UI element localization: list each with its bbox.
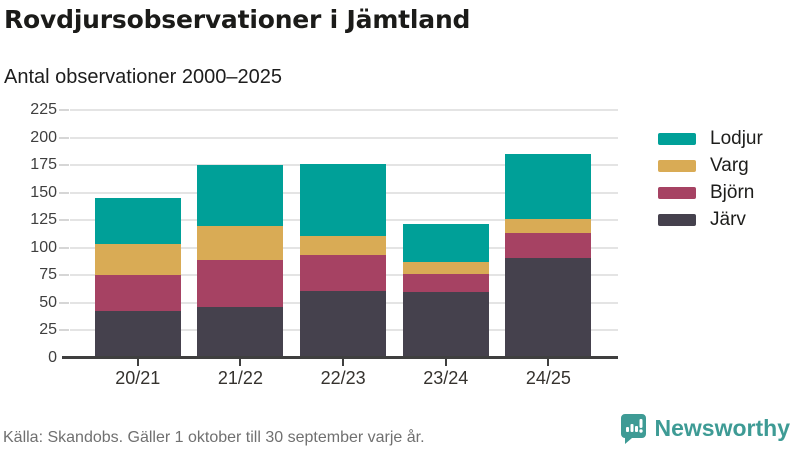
legend-swatch-Järv bbox=[658, 213, 696, 226]
x-tick-24/25 bbox=[547, 359, 550, 366]
segment-Björn-22/23 bbox=[300, 255, 387, 291]
bar-20/21 bbox=[94, 198, 181, 358]
chart-title: Rovdjursobservationer i Jämtland bbox=[4, 5, 471, 34]
y-tick-75 bbox=[59, 274, 69, 277]
y-tick-100 bbox=[59, 246, 69, 249]
legend-label-Varg: Varg bbox=[710, 154, 749, 176]
y-axis-label-0: 0 bbox=[48, 349, 57, 366]
segment-Lodjur-21/22 bbox=[197, 165, 284, 226]
x-tick-22/23 bbox=[342, 359, 345, 366]
segment-Järv-22/23 bbox=[300, 290, 387, 358]
x-axis-label-21/22: 21/22 bbox=[217, 368, 263, 388]
segment-Järv-24/25 bbox=[505, 257, 592, 358]
y-axis-label-100: 100 bbox=[30, 238, 57, 256]
newsworthy-wordmark: Newsworthy bbox=[654, 415, 790, 441]
segment-Järv-23/24 bbox=[402, 291, 489, 358]
x-axis-label-23/24: 23/24 bbox=[423, 368, 469, 388]
newsworthy-logo-link[interactable]: Newsworthy bbox=[620, 413, 790, 444]
legend-item-Lodjur: Lodjur bbox=[658, 125, 763, 152]
chart-subtitle: Antal observationer 2000–2025 bbox=[4, 66, 282, 88]
y-axis-label-150: 150 bbox=[30, 183, 57, 201]
y-tick-25 bbox=[59, 329, 69, 332]
x-tick-21/22 bbox=[239, 359, 242, 366]
segment-Varg-21/22 bbox=[197, 225, 284, 260]
y-tick-175 bbox=[59, 164, 69, 167]
bar-24/25 bbox=[505, 154, 592, 358]
bar-22/23 bbox=[300, 164, 387, 358]
x-tick-23/24 bbox=[444, 359, 447, 366]
legend-item-Varg: Varg bbox=[658, 152, 763, 179]
x-axis-line bbox=[62, 356, 618, 359]
segment-Järv-21/22 bbox=[197, 307, 284, 358]
x-tick-20/21 bbox=[136, 359, 139, 366]
legend-label-Järv: Järv bbox=[710, 208, 746, 230]
segment-Björn-23/24 bbox=[402, 274, 489, 292]
bar-21/22 bbox=[197, 165, 284, 358]
x-axis-label-22/23: 22/23 bbox=[320, 368, 366, 388]
legend-item-Järv: Järv bbox=[658, 206, 763, 233]
segment-Lodjur-20/21 bbox=[94, 198, 181, 245]
x-axis-label-20/21: 20/21 bbox=[115, 368, 161, 388]
gridline-200 bbox=[70, 136, 618, 139]
legend: Lodjur Varg Björn Järv bbox=[658, 125, 763, 233]
segment-Varg-24/25 bbox=[505, 219, 592, 234]
legend-swatch-Varg bbox=[658, 159, 696, 172]
legend-swatch-Lodjur bbox=[658, 132, 696, 145]
bar-23/24 bbox=[402, 223, 489, 358]
y-tick-50 bbox=[59, 301, 69, 304]
x-axis-label-24/25: 24/25 bbox=[525, 368, 571, 388]
y-axis-label-50: 50 bbox=[39, 293, 57, 311]
segment-Lodjur-22/23 bbox=[300, 164, 387, 236]
segment-Lodjur-23/24 bbox=[402, 223, 489, 263]
legend-label-Lodjur: Lodjur bbox=[710, 127, 763, 149]
segment-Björn-21/22 bbox=[197, 259, 284, 308]
legend-item-Björn: Björn bbox=[658, 179, 763, 206]
y-axis-label-125: 125 bbox=[30, 211, 57, 229]
y-axis-label-75: 75 bbox=[39, 266, 57, 284]
gridline-225 bbox=[70, 109, 618, 111]
segment-Varg-23/24 bbox=[402, 262, 489, 275]
y-tick-200 bbox=[59, 136, 69, 139]
y-tick-225 bbox=[59, 109, 69, 111]
y-axis-label-200: 200 bbox=[30, 128, 57, 146]
y-axis-label-175: 175 bbox=[30, 156, 57, 174]
y-tick-125 bbox=[59, 219, 69, 222]
segment-Björn-20/21 bbox=[94, 275, 181, 311]
segment-Lodjur-24/25 bbox=[505, 154, 592, 220]
legend-label-Björn: Björn bbox=[710, 181, 755, 203]
y-tick-150 bbox=[59, 191, 69, 194]
segment-Varg-22/23 bbox=[300, 235, 387, 256]
source-note: Källa: Skandobs. Gäller 1 oktober till 3… bbox=[3, 429, 425, 446]
segment-Järv-20/21 bbox=[94, 310, 181, 358]
legend-swatch-Björn bbox=[658, 186, 696, 199]
y-axis-label-25: 25 bbox=[39, 321, 57, 339]
segment-Varg-20/21 bbox=[94, 244, 181, 276]
segment-Björn-24/25 bbox=[505, 233, 592, 258]
y-axis-label-225: 225 bbox=[30, 101, 57, 118]
newsworthy-icon bbox=[620, 414, 646, 444]
